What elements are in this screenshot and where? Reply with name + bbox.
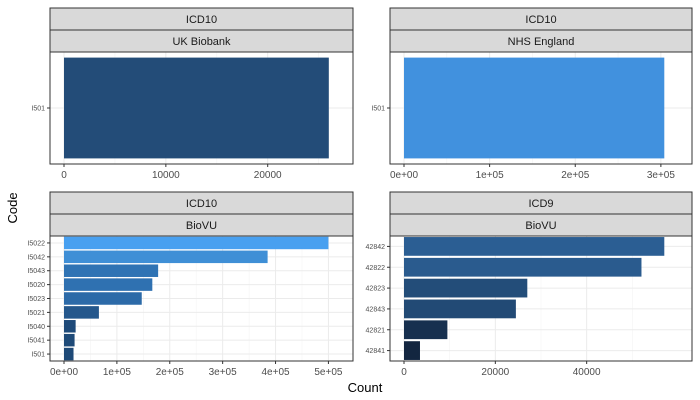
x-tick-label: 4e+05 <box>261 367 290 378</box>
y-axis-title: Code <box>5 192 20 223</box>
y-tick-label: I501 <box>31 352 45 359</box>
y-tick-label: I5023 <box>27 296 45 303</box>
x-tick-label: 0 <box>61 170 67 181</box>
facet-strip-bottom-label: BioVU <box>186 220 217 232</box>
y-tick-label: 42823 <box>366 286 386 293</box>
y-tick-label: 42822 <box>366 265 386 272</box>
facet-strip-bottom-label: UK Biobank <box>172 36 231 48</box>
x-tick-label: 2e+05 <box>561 170 590 181</box>
y-tick-label: 42821 <box>366 327 386 334</box>
x-tick-label: 20000 <box>254 170 282 181</box>
panel-border <box>389 51 693 165</box>
facet-strip-top-label: ICD9 <box>528 198 553 210</box>
y-tick-label: I5042 <box>27 254 45 261</box>
y-tick-label: 42842 <box>366 244 386 251</box>
x-tick-label: 3e+05 <box>647 170 676 181</box>
facet-strip-top-label: ICD10 <box>525 14 556 26</box>
x-tick-label: 1e+05 <box>103 367 132 378</box>
bar <box>404 57 665 159</box>
bar <box>404 257 642 277</box>
y-tick-label: I5040 <box>27 324 45 331</box>
x-tick-label: 2e+05 <box>156 367 185 378</box>
y-tick-label: I5022 <box>27 240 45 247</box>
x-tick-label: 0e+00 <box>50 367 79 378</box>
y-tick-label: 42843 <box>366 306 386 313</box>
facet-strip-bottom-label: NHS England <box>508 36 575 48</box>
bar <box>404 341 420 360</box>
panel-border <box>389 235 693 362</box>
y-tick-label: I5021 <box>27 310 45 317</box>
bar <box>64 306 99 319</box>
y-tick-label: 42841 <box>366 348 386 355</box>
facet-panel: ICD10 UK Biobank I501 0 10000 20000 <box>31 7 354 181</box>
y-tick-label: I5043 <box>27 268 45 275</box>
bar <box>64 57 329 159</box>
y-tick-label: I5041 <box>27 338 45 345</box>
facet-strip-top-label: ICD10 <box>186 14 217 26</box>
x-tick-label: 10000 <box>152 170 180 181</box>
x-tick-label: 1e+05 <box>476 170 505 181</box>
x-tick-label: 20000 <box>481 367 509 378</box>
bar <box>64 292 142 305</box>
bar <box>64 278 153 291</box>
y-tick-label: I5020 <box>27 282 45 289</box>
x-tick-label: 40000 <box>573 367 601 378</box>
x-tick-label: 0e+00 <box>390 170 419 181</box>
facet-panel: ICD10 BioVU I5022 I5042 I5043 I5020 I5023 I5021… <box>27 191 354 378</box>
x-tick-label: 3e+05 <box>209 367 238 378</box>
bar <box>404 237 665 256</box>
bar <box>64 333 75 347</box>
bar <box>64 264 159 277</box>
facet-panel: ICD10 NHS England I501 0e+00 1e+05 2e+05 3e+05 <box>371 7 693 181</box>
bar <box>404 299 516 319</box>
facet-panel: ICD9 BioVU 42842 42822 42823 42843 42821 42841 0… <box>366 191 693 378</box>
x-axis-title: Count <box>348 380 383 395</box>
bar <box>64 347 74 361</box>
bar <box>64 236 329 250</box>
bar <box>64 320 76 333</box>
panel-border <box>49 235 354 362</box>
bar <box>404 320 448 340</box>
panel-border <box>49 51 354 165</box>
x-tick-label: 0 <box>401 367 407 378</box>
facet-strip-bottom-label: BioVU <box>525 220 556 232</box>
bar <box>64 250 268 264</box>
x-tick-label: 5e+05 <box>314 367 343 378</box>
facet-strip-top-label: ICD10 <box>186 198 217 210</box>
y-tick-label: I501 <box>31 106 45 113</box>
bar <box>404 278 528 298</box>
y-tick-label: I501 <box>371 106 385 113</box>
